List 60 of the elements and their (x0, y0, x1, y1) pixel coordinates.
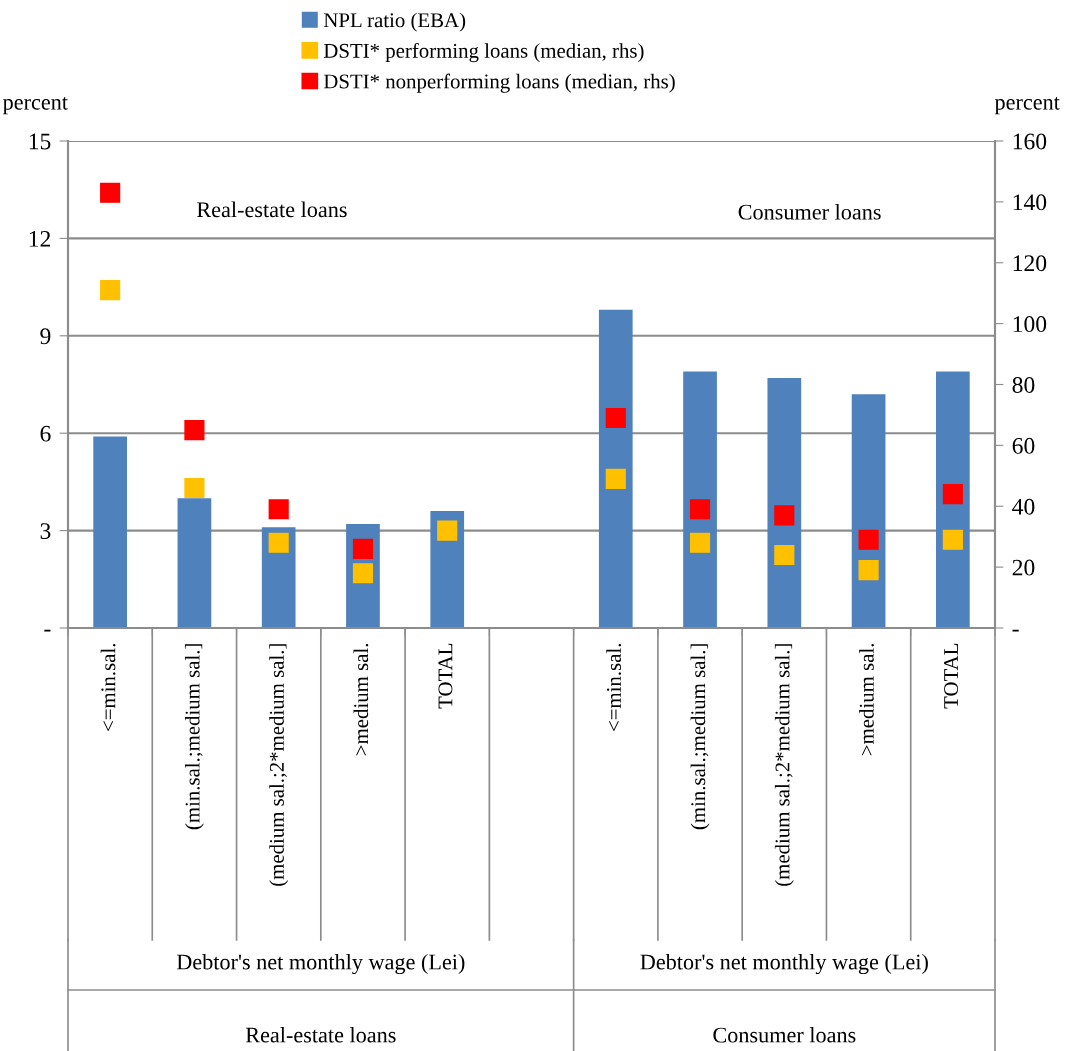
point (268, 532, 289, 553)
text: Real-estate loans (245, 1026, 396, 1043)
point (689, 499, 711, 520)
y2-tick-label: - (1012, 629, 1019, 632)
point (352, 538, 374, 559)
y-tick-label: 6 (40, 425, 51, 442)
x-tick-label: (min.sal.;medium sal.] (184, 644, 204, 830)
legend-label: NPL ratio (EBA) (323, 12, 466, 32)
annotation: Consumer loans (738, 203, 881, 220)
x-tick-label: >medium sal. (859, 643, 874, 756)
bar (598, 309, 633, 628)
point (605, 468, 626, 489)
point (100, 280, 121, 301)
y2-tick-label: 40 (1012, 498, 1035, 515)
point (942, 529, 963, 550)
y-tick-label: 12 (29, 230, 51, 247)
text: Debtor's net monthly wage (Lei) (640, 953, 928, 975)
y2-tick-label: 20 (1012, 559, 1035, 576)
point (184, 420, 205, 441)
point (858, 560, 879, 581)
point (268, 499, 289, 520)
y2-tick-label: 60 (1012, 437, 1035, 454)
annotation: Real-estate loans (196, 201, 347, 218)
point (184, 477, 205, 499)
point (352, 563, 374, 584)
bar (177, 498, 212, 628)
y2-tick-label: 100 (1013, 316, 1047, 333)
y2-tick-label: 120 (1013, 255, 1047, 272)
y2-tick-label: 140 (1013, 194, 1047, 211)
y2-tick-label: 160 (1013, 133, 1047, 150)
text: Consumer loans (713, 1026, 856, 1043)
bar (683, 371, 717, 628)
y-tick-label: - (44, 629, 51, 632)
y2-tick-label: 80 (1012, 376, 1035, 393)
x-tick-label: (medium sal.;2*medium sal.] (269, 644, 289, 886)
y-tick-label: 9 (40, 328, 51, 345)
bar (93, 436, 127, 628)
point (689, 532, 711, 553)
y2-axis-title: percent (994, 96, 1060, 115)
point (100, 182, 121, 203)
x-tick-label: TOTAL (438, 643, 453, 709)
y-axis-title: percent (2, 96, 68, 115)
bar (936, 371, 970, 628)
x-tick-label: (medium sal.;2*medium sal.] (774, 644, 794, 886)
x-tick-label: TOTAL (944, 643, 959, 709)
x-tick-label: <=min.sal. (100, 643, 116, 732)
legend-label: DSTI* nonperforming loans (median, rhs) (323, 73, 675, 93)
y-tick-label: 3 (40, 523, 51, 540)
point (858, 529, 879, 550)
x-tick-label: <=min.sal. (606, 643, 622, 732)
point (605, 407, 626, 429)
point (774, 544, 795, 566)
y-tick-label: 15 (29, 133, 51, 150)
x-tick-label: (min.sal.;medium sal.] (690, 644, 710, 830)
x-tick-label: >medium sal. (353, 643, 369, 756)
point (942, 484, 963, 505)
point (774, 505, 795, 526)
text: Debtor's net monthly wage (Lei) (176, 953, 465, 975)
legend-label: DSTI* performing loans (median, rhs) (323, 42, 644, 63)
point (437, 520, 458, 541)
